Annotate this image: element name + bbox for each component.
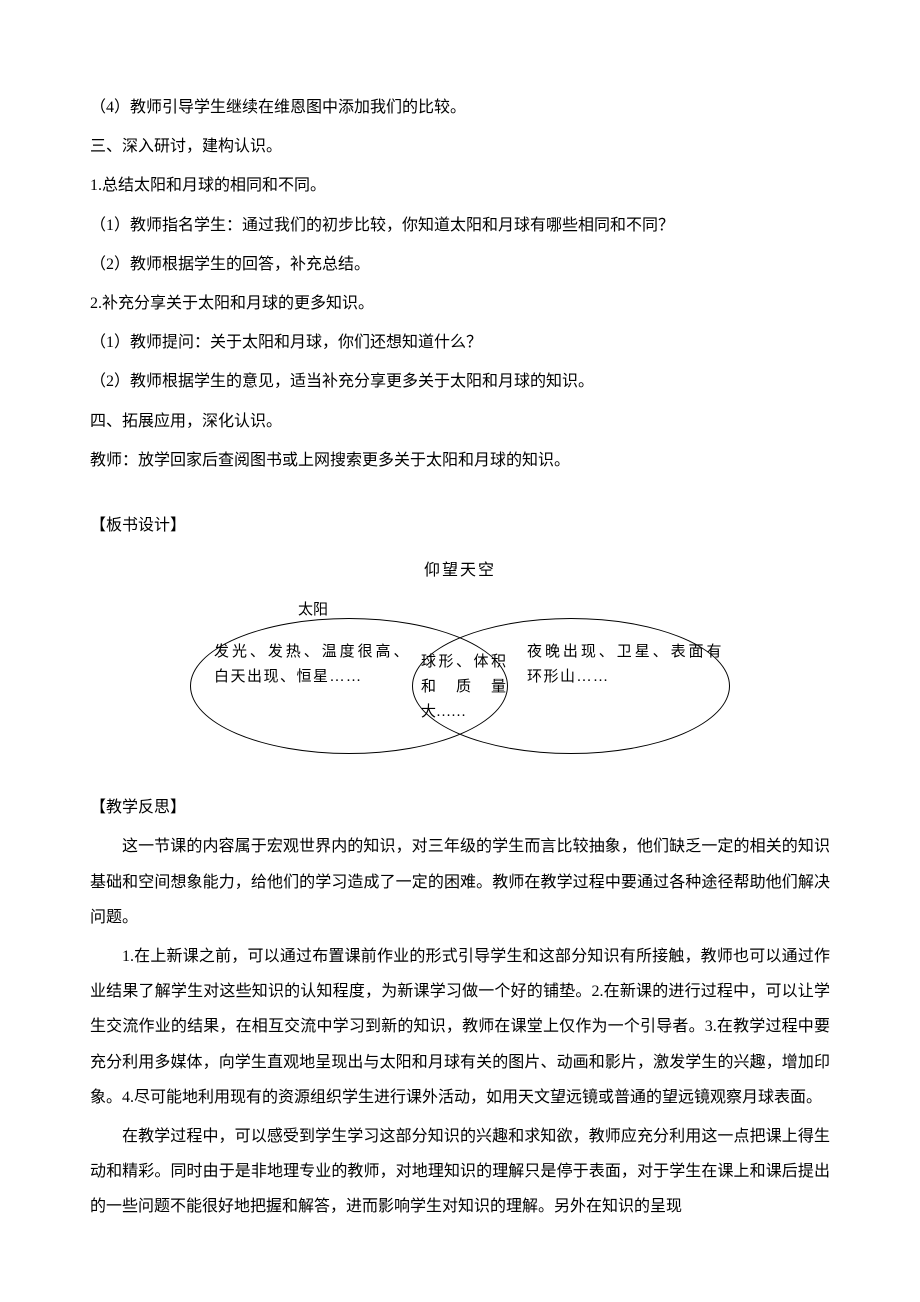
item-1: 1.总结太阳和月球的相同和不同。: [90, 168, 830, 203]
venn-right-text: 夜晚出现、卫星、表面有环形山……: [527, 640, 723, 690]
venn-left-text: 发光、发热、温度很高、白天出现、恒星……: [214, 640, 410, 690]
venn-center-text: 球形、体积和质量大……: [421, 650, 506, 724]
venn-title: 仰望天空: [90, 553, 830, 588]
teacher-note: 教师：放学回家后查阅图书或上网搜索更多关于太阳和月球的知识。: [90, 443, 830, 478]
board-design-heading: 【板书设计】: [90, 508, 830, 543]
item-2: 2.补充分享关于太阳和月球的更多知识。: [90, 286, 830, 321]
item-2-sub1: （1）教师提问：关于太阳和月球，你们还想知道什么？: [90, 325, 830, 360]
item-1-sub1: （1）教师指名学生：通过我们的初步比较，你知道太阳和月球有哪些相同和不同？: [90, 208, 830, 243]
section-4-heading: 四、拓展应用，深化认识。: [90, 404, 830, 439]
item-2-sub2: （2）教师根据学生的意见，适当补充分享更多关于太阳和月球的知识。: [90, 364, 830, 399]
reflection-para-3: 在教学过程中，可以感受到学生学习这部分知识的兴趣和求知欲，教师应充分利用这一点把…: [90, 1119, 830, 1225]
venn-diagram: 太阳 发光、发热、温度很高、白天出现、恒星…… 球形、体积和质量大…… 夜晚出现…: [190, 596, 730, 766]
item-1-sub2: （2）教师根据学生的回答，补充总结。: [90, 247, 830, 282]
reflection-para-1: 这一节课的内容属于宏观世界内的知识，对三年级的学生而言比较抽象，他们缺乏一定的相…: [90, 829, 830, 935]
section-3-heading: 三、深入研讨，建构认识。: [90, 129, 830, 164]
paragraph-4-sub: （4）教师引导学生继续在维恩图中添加我们的比较。: [90, 90, 830, 125]
teaching-reflection-heading: 【教学反思】: [90, 790, 830, 825]
reflection-para-2: 1.在上新课之前，可以通过布置课前作业的形式引导学生和这部分知识有所接触，教师也…: [90, 939, 830, 1115]
